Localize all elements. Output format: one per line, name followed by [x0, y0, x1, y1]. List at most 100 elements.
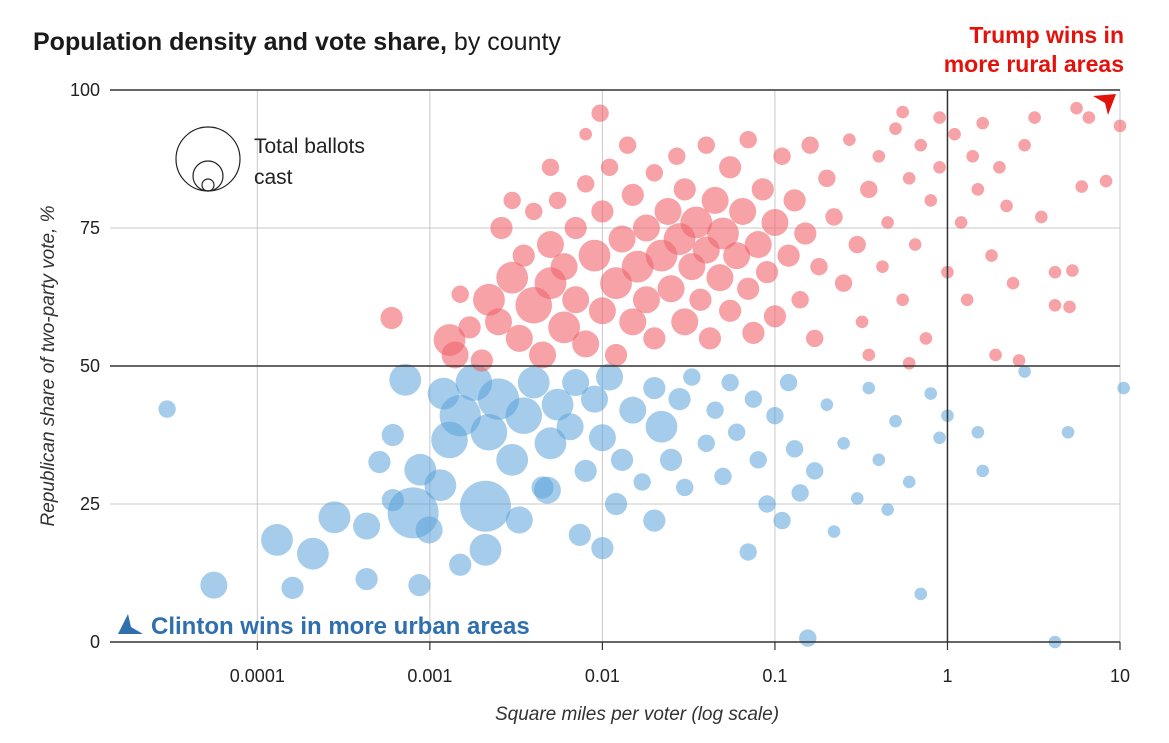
republican-county-point: [1012, 354, 1026, 367]
republican-county-point: [591, 104, 609, 122]
republican-county-point: [719, 299, 742, 322]
democrat-county-point: [158, 400, 176, 418]
republican-county-point: [933, 160, 946, 174]
democrat-county-point: [924, 387, 938, 400]
republican-county-point: [862, 348, 876, 362]
republican-county-point: [818, 169, 836, 188]
republican-county-point: [729, 197, 757, 225]
republican-county-point: [632, 286, 660, 314]
y-tick-label: 75: [80, 218, 100, 238]
democrat-county-point: [610, 448, 634, 471]
republican-county-point: [1063, 300, 1076, 314]
republican-county-point: [608, 225, 636, 253]
democrat-county-point: [424, 469, 457, 502]
republican-county-point: [441, 341, 469, 369]
y-tick-label: 25: [80, 494, 100, 514]
republican-county-point: [1028, 111, 1041, 124]
republican-county-point: [380, 306, 403, 330]
republican-county-point: [706, 264, 734, 292]
democrat-county-point: [591, 537, 614, 560]
republican-county-point: [825, 208, 843, 226]
republican-county-point: [548, 311, 581, 344]
democrat-county-point: [902, 475, 916, 489]
republican-county-point: [1070, 101, 1083, 115]
republican-county-point: [591, 200, 614, 223]
democrat-county-point: [556, 413, 584, 441]
republican-county-point: [503, 191, 521, 210]
republican-county-point: [1048, 265, 1062, 279]
democrat-county-point: [459, 480, 511, 532]
republican-county-point: [902, 356, 916, 370]
republican-county-point: [896, 105, 909, 119]
chart-title: Population density and vote share, by co…: [33, 28, 561, 56]
republican-county-point: [707, 217, 739, 250]
democrat-county-point: [281, 576, 304, 600]
republican-county-point: [737, 277, 760, 300]
democrat-county-point: [318, 501, 351, 534]
democrat-county-point: [633, 473, 651, 491]
democrat-county-point: [1117, 381, 1130, 395]
x-axis-label: Square miles per voter (log scale): [495, 704, 779, 725]
republican-county-point: [505, 324, 533, 352]
democrat-county-point: [355, 567, 378, 591]
republican-county-point: [621, 183, 644, 206]
republican-county-point: [1066, 264, 1079, 277]
republican-county-point: [697, 136, 715, 154]
democrat-county-point: [697, 434, 715, 452]
trump-annotation-line1: Trump wins in: [969, 22, 1124, 48]
points: [158, 101, 1130, 649]
republican-county-point: [458, 316, 481, 339]
republican-county-point: [860, 180, 878, 199]
republican-county-point: [924, 194, 938, 207]
democrat-county-point: [749, 451, 767, 469]
republican-county-point: [604, 343, 628, 367]
legend-circle-small: [201, 178, 215, 192]
republican-county-point: [801, 136, 819, 154]
y-tick-label: 0: [90, 632, 100, 652]
democrat-county-point: [534, 427, 567, 460]
republican-county-point: [876, 260, 889, 273]
democrat-county-point: [914, 587, 928, 601]
republican-county-point: [621, 250, 654, 283]
democrat-county-point: [1018, 365, 1031, 378]
democrat-county-point: [562, 369, 590, 397]
size-legend: Total ballots cast: [175, 126, 365, 192]
republican-county-point: [562, 286, 590, 314]
democrat-county-point: [683, 368, 701, 386]
democrat-county-point: [449, 553, 472, 576]
republican-county-point: [1000, 199, 1013, 213]
republican-county-point: [1082, 111, 1096, 124]
republican-county-point: [881, 216, 894, 229]
title-rest: by county: [447, 28, 561, 56]
democrat-county-point: [496, 443, 529, 476]
republican-county-point: [948, 127, 961, 141]
republican-county-point: [744, 231, 772, 259]
legend-label-line1: Total ballots: [254, 135, 365, 158]
title-bold: Population density and vote share,: [33, 28, 447, 56]
clinton-annotation: Clinton wins in more urban areas: [151, 613, 530, 640]
republican-county-point: [742, 321, 765, 344]
democrat-county-point: [805, 462, 824, 480]
democrat-county-point: [643, 509, 666, 532]
republican-county-point: [645, 164, 664, 182]
democrat-county-point: [744, 390, 763, 408]
x-tick-label: 0.001: [407, 666, 452, 686]
republican-county-point: [763, 305, 787, 328]
democrat-county-point: [645, 410, 678, 443]
legend-circle-large: [175, 126, 241, 192]
republican-county-point: [1035, 210, 1048, 224]
democrat-county-point: [676, 478, 694, 497]
republican-county-point: [643, 327, 666, 350]
republican-county-point: [689, 288, 712, 311]
republican-county-point: [985, 249, 998, 262]
democrat-county-point: [643, 376, 666, 400]
democrat-county-point: [408, 574, 431, 597]
democrat-county-point: [872, 453, 886, 467]
republican-county-point: [1048, 298, 1062, 312]
republican-county-point: [855, 315, 869, 329]
republican-county-point: [698, 327, 722, 350]
republican-county-point: [572, 330, 600, 358]
republican-county-point: [834, 274, 853, 292]
republican-county-point: [525, 202, 543, 221]
